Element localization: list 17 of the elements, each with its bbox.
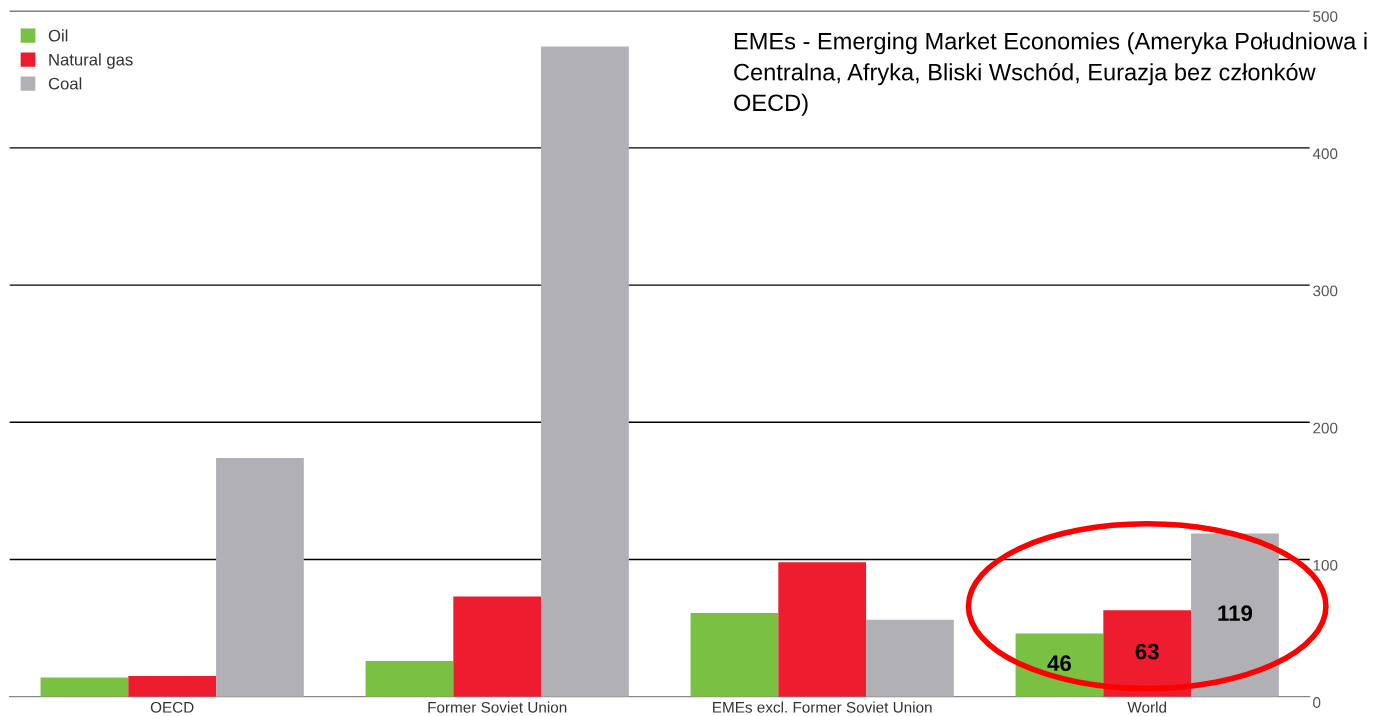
x-tick-label: World	[1127, 701, 1167, 713]
data-label: 46	[1047, 655, 1071, 672]
data-label: 119	[1218, 605, 1253, 622]
y-tick-label: 500	[1313, 11, 1338, 22]
x-tick-label: OECD	[150, 701, 194, 713]
data-label: 63	[1135, 643, 1159, 660]
annotation: EMEs - Emerging Market Economies (Ameryka Południowa i Centralna, Afryka, Bliski Wschód, Eurazja bez członków OECD)	[734, 32, 1367, 116]
y-tick-label: 100	[1313, 559, 1338, 571]
legend-label: Oil	[48, 29, 68, 42]
legend-label: Natural gas	[49, 53, 133, 69]
x-tick-label: EMEs excl. Former Soviet Union	[713, 701, 932, 713]
y-tick-label: 200	[1313, 422, 1338, 434]
x-tick-label: Former Soviet Union	[428, 701, 567, 713]
y-tick-label: 300	[1313, 285, 1338, 297]
y-tick-label: 400	[1312, 148, 1338, 160]
y-tick-label: 0	[1313, 697, 1321, 708]
legend-label: Coal	[48, 77, 82, 90]
